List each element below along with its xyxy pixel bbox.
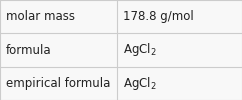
Text: formula: formula [6,44,52,56]
Text: molar mass: molar mass [6,10,75,23]
Text: AgCl$_2$: AgCl$_2$ [123,42,157,58]
Text: 178.8 g/mol: 178.8 g/mol [123,10,194,23]
Text: AgCl$_2$: AgCl$_2$ [123,75,157,92]
Text: empirical formula: empirical formula [6,77,110,90]
